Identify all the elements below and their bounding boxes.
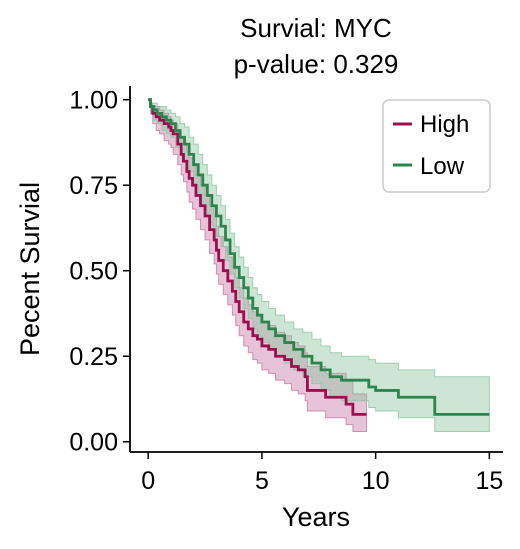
legend: High Low — [382, 99, 491, 193]
chart-subtitle: p-value: 0.329 — [234, 49, 399, 79]
axis-ticks: 0 5 10 15 0.00 0.25 0.50 0.75 1.00 — [69, 87, 503, 495]
y-tick-label: 0.50 — [69, 258, 118, 286]
legend-label-low: Low — [420, 153, 465, 180]
survival-line-low — [148, 98, 490, 416]
y-tick-label: 0.75 — [69, 172, 118, 200]
x-tick-label: 10 — [362, 467, 390, 495]
y-tick-label: 1.00 — [69, 87, 118, 115]
x-tick-label: 0 — [141, 467, 155, 495]
x-tick-label: 5 — [255, 467, 269, 495]
survival-line-high — [148, 98, 367, 416]
y-tick-label: 0.25 — [69, 343, 118, 371]
survival-lines — [148, 98, 490, 416]
x-tick-label: 15 — [475, 467, 503, 495]
y-axis-label: Pecent Survial — [15, 182, 45, 356]
legend-label-high: High — [420, 111, 469, 138]
x-axis-label: Years — [282, 502, 350, 532]
chart-title: Survial: MYC — [240, 13, 392, 43]
y-tick-label: 0.00 — [69, 429, 118, 457]
